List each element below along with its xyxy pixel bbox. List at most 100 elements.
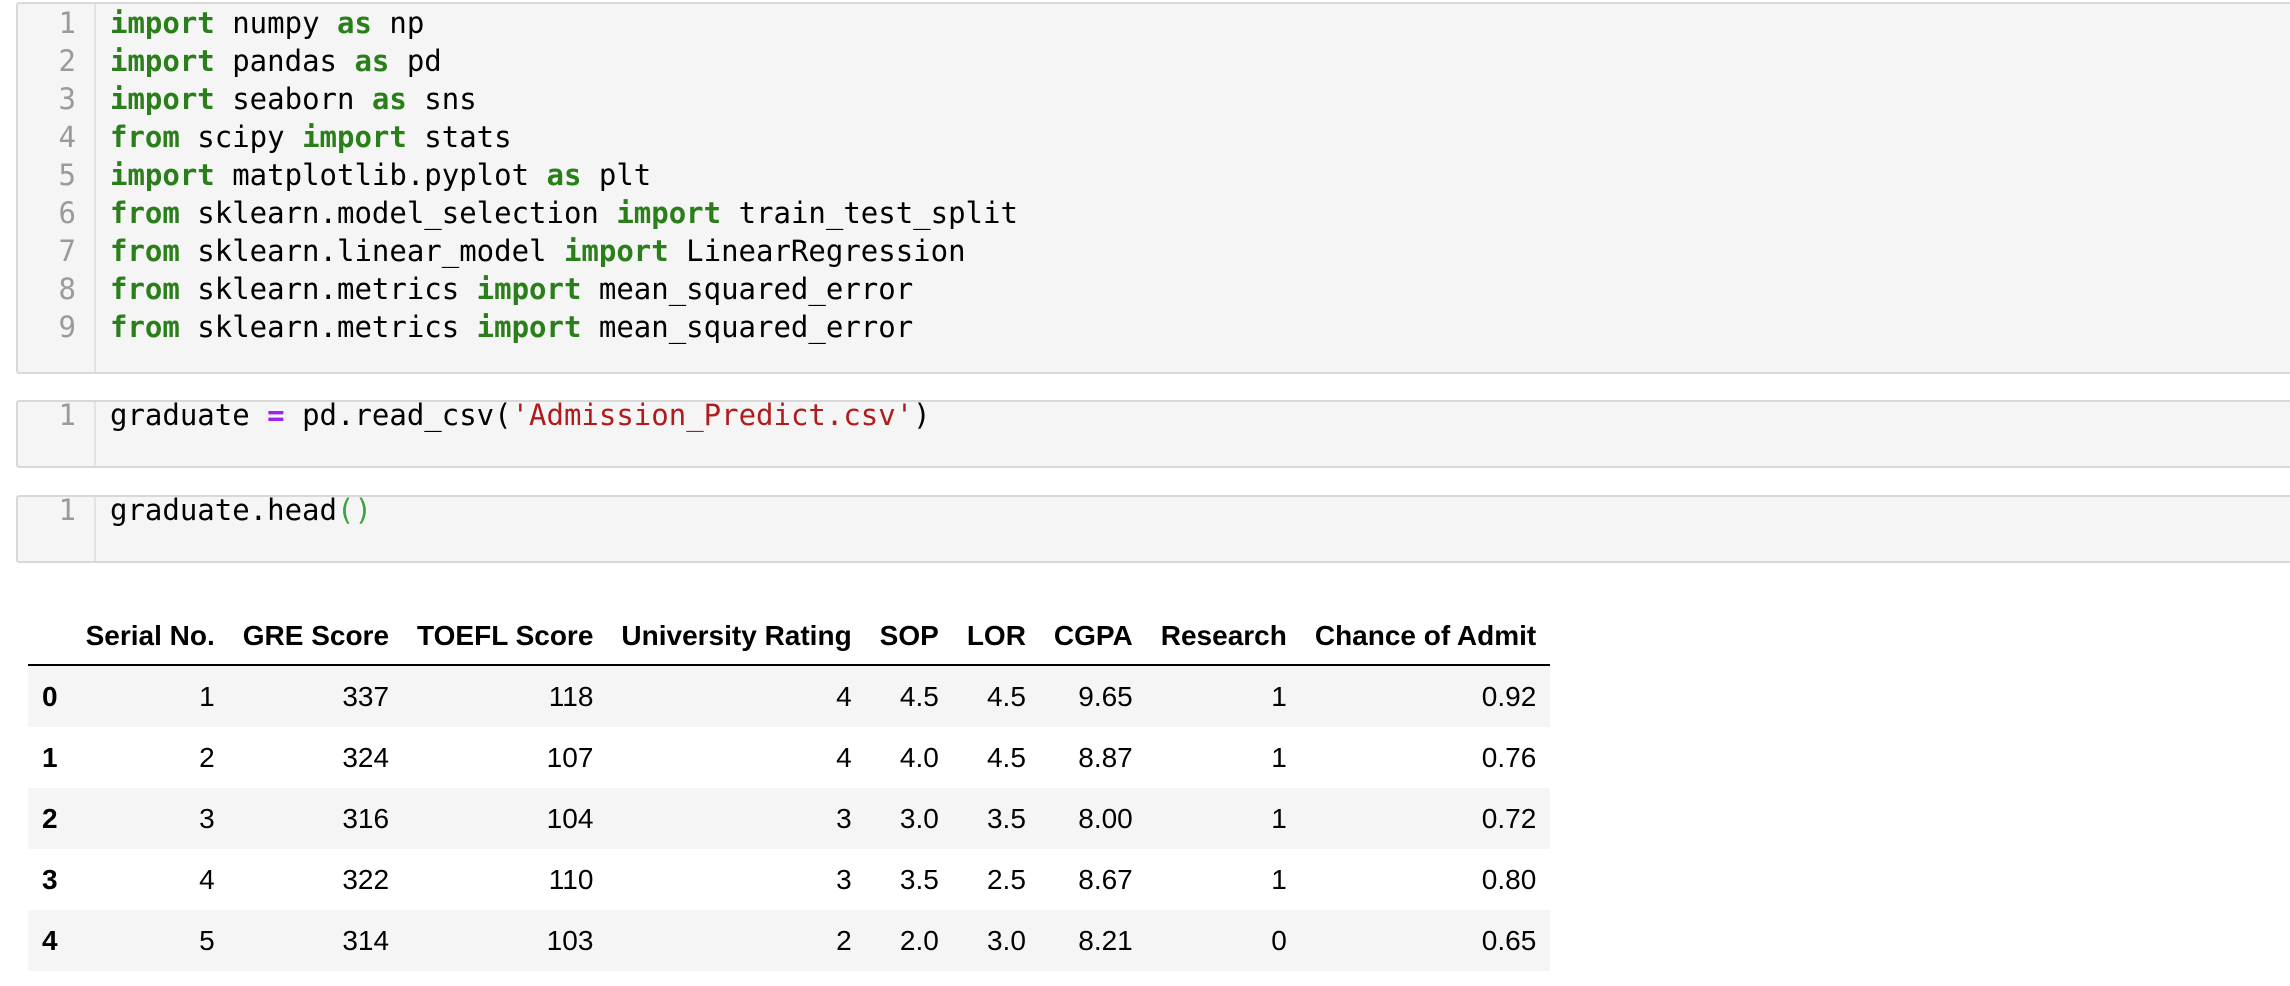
keyword-token: as <box>546 158 582 192</box>
table-cell: 314 <box>228 910 404 971</box>
table-row: 4 5 314 103 2 2.0 3.0 8.21 0 0.65 <box>28 910 1551 971</box>
table-cell: 4 <box>836 741 852 773</box>
table-cell: 3.0 <box>865 788 953 849</box>
text-token: train_test_split <box>721 196 1018 230</box>
keyword-token: import <box>110 6 215 40</box>
keyword-token: from <box>110 272 180 306</box>
table-cell: 3 <box>71 788 229 849</box>
text-token: mean_squared_error <box>581 310 914 344</box>
keyword-token: as <box>371 82 407 116</box>
row-index: 0 <box>28 665 72 727</box>
line-number-gutter <box>18 402 96 466</box>
table-cell: 103 <box>403 910 608 971</box>
table-cell: 8.87 <box>1078 741 1133 773</box>
table-cell: 104 <box>403 788 608 849</box>
table-cell: 316 <box>228 788 404 849</box>
table-cell: 0.92 <box>1300 665 1551 727</box>
keyword-token: import <box>476 310 582 344</box>
table-cell: 3 <box>607 788 866 849</box>
paren-token: () <box>336 495 372 527</box>
row-index: 4 <box>28 910 72 971</box>
line-number: 7 <box>58 234 76 268</box>
text-token: LinearRegression <box>668 234 966 268</box>
keyword-token: as <box>354 44 390 78</box>
line-number-gutter <box>18 4 96 372</box>
column-header: University Rating <box>607 608 866 666</box>
text-token: pd.read_csv( <box>284 400 512 432</box>
table-cell: 324 <box>342 741 390 773</box>
column-header: CGPA <box>1039 608 1147 666</box>
code-text: graduate.head() <box>110 495 372 529</box>
table-cell: 0.65 <box>1300 910 1551 971</box>
column-header: LOR <box>952 608 1040 666</box>
text-token: sns <box>406 82 477 116</box>
code-line: 3 import seaborn as sns <box>18 80 2288 118</box>
table-cell: 4.5 <box>952 665 1040 727</box>
table-header-row: Serial No. GRE Score TOEFL Score University… <box>28 608 1551 666</box>
line-number: 1 <box>58 495 76 527</box>
row-index: 2 <box>28 788 72 849</box>
keyword-token: import <box>616 196 722 230</box>
line-number: 1 <box>58 400 76 432</box>
text-token: plt <box>581 158 652 192</box>
code-text: import numpy as np <box>110 4 424 42</box>
table-cell: 118 <box>403 665 608 727</box>
keyword-token: from <box>110 310 180 344</box>
code-cell-read-csv[interactable]: 1 graduate = pd.read_csv('Admission_Predi… <box>16 400 2290 468</box>
keyword-token: from <box>110 234 180 268</box>
line-number: 4 <box>58 120 76 154</box>
text-token: sklearn.metrics <box>179 310 477 344</box>
code-text: from sklearn.metrics import mean_squared… <box>110 308 913 346</box>
keyword-token: import <box>302 120 407 154</box>
table-cell: 8.21 <box>1039 910 1147 971</box>
line-number: 8 <box>58 272 76 306</box>
table-cell: 3 <box>836 863 852 895</box>
code-cell-imports[interactable]: 1 import numpy as np 2 import pandas as pd 3… <box>16 2 2290 374</box>
table-cell: 107 <box>546 741 594 773</box>
text-token: pd <box>389 44 442 78</box>
code-line: 6 from sklearn.model_selection import tra… <box>18 194 2288 232</box>
column-header: Chance of Admit <box>1300 608 1551 666</box>
code-line: 1 graduate = pd.read_csv('Admission_Predi… <box>18 400 2288 434</box>
code-line: 9 from sklearn.metrics import mean_square… <box>18 308 2288 346</box>
text-token: sklearn.model_selection <box>179 196 617 230</box>
column-header: GRE Score <box>228 608 404 666</box>
line-number: 3 <box>58 82 76 116</box>
text-token: pandas <box>214 44 355 78</box>
code-text: import pandas as pd <box>110 42 442 80</box>
row-index: 1 <box>42 741 58 773</box>
code-line: 1 graduate.head() <box>18 495 2288 529</box>
line-number: 1 <box>58 6 76 40</box>
keyword-token: import <box>110 158 215 192</box>
table-cell: 322 <box>342 863 390 895</box>
keyword-token: import <box>563 234 669 268</box>
text-token: numpy <box>214 6 337 40</box>
table-cell: 2 <box>199 741 215 773</box>
string-token: 'Admission_Predict.csv' <box>511 400 914 432</box>
index-header <box>28 608 72 666</box>
table-cell: 0.80 <box>1481 863 1537 895</box>
column-header: SOP <box>865 608 953 666</box>
table-cell: 3.5 <box>899 863 939 895</box>
table-row: 0 1 337 118 4 4.5 4.5 9.65 1 0.92 <box>28 665 1551 727</box>
table-cell: 337 <box>228 665 404 727</box>
text-token: graduate.head <box>110 495 337 527</box>
dataframe-output: Serial No. GRE Score TOEFL Score University… <box>28 608 1551 971</box>
table-cell: 1 <box>1146 665 1301 727</box>
code-text: from sklearn.model_selection import trai… <box>110 194 1018 232</box>
text-token: ) <box>913 400 931 432</box>
table-cell: 2.0 <box>865 910 953 971</box>
table-cell: 4 <box>607 665 866 727</box>
text-token: mean_squared_error <box>581 272 914 306</box>
keyword-token: import <box>110 82 215 116</box>
table-cell: 4 <box>199 863 215 895</box>
keyword-token: import <box>476 272 582 306</box>
code-cell-head[interactable]: 1 graduate.head() <box>16 495 2290 563</box>
table-cell: 0.72 <box>1300 788 1551 849</box>
keyword-token: import <box>110 44 215 78</box>
code-text: from sklearn.linear_model import LinearR… <box>110 232 966 270</box>
text-token: sklearn.linear_model <box>179 234 564 268</box>
line-number: 5 <box>58 158 76 192</box>
code-line: 4 from scipy import stats <box>18 118 2288 156</box>
